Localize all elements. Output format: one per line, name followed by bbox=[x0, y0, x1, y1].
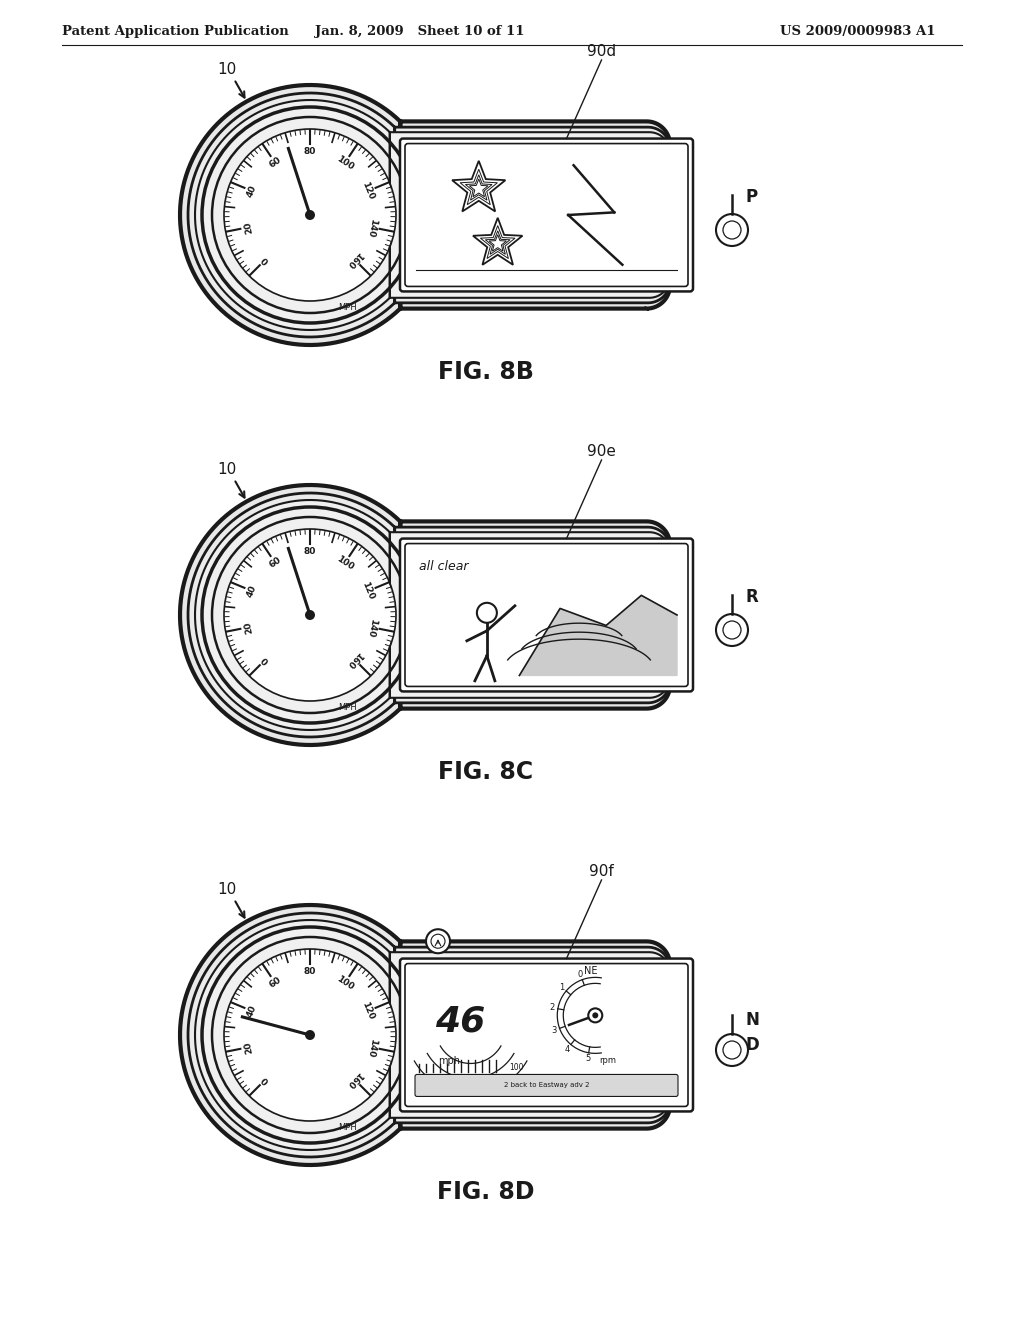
Text: Patent Application Publication: Patent Application Publication bbox=[62, 25, 289, 38]
Text: 60: 60 bbox=[267, 556, 283, 570]
Circle shape bbox=[716, 1034, 748, 1067]
Text: 0: 0 bbox=[578, 969, 583, 978]
Circle shape bbox=[305, 610, 315, 620]
Text: 20: 20 bbox=[243, 1040, 254, 1055]
Polygon shape bbox=[195, 920, 670, 1150]
Text: P: P bbox=[745, 187, 758, 206]
Text: 120: 120 bbox=[360, 581, 376, 601]
Circle shape bbox=[305, 210, 315, 220]
Text: 1: 1 bbox=[559, 982, 564, 991]
Text: 80: 80 bbox=[304, 968, 316, 977]
Circle shape bbox=[716, 214, 748, 246]
Text: 100: 100 bbox=[335, 153, 355, 172]
Text: 10: 10 bbox=[217, 62, 237, 77]
Text: US 2009/0009983 A1: US 2009/0009983 A1 bbox=[780, 25, 936, 38]
Text: 0: 0 bbox=[260, 255, 270, 265]
Text: 40: 40 bbox=[245, 583, 258, 598]
Text: 90d: 90d bbox=[587, 45, 616, 59]
Polygon shape bbox=[195, 500, 670, 730]
Text: 20: 20 bbox=[243, 220, 254, 234]
Polygon shape bbox=[188, 913, 670, 1158]
Text: D: D bbox=[745, 1036, 759, 1053]
Polygon shape bbox=[188, 92, 670, 337]
FancyBboxPatch shape bbox=[415, 1074, 678, 1097]
Text: 46: 46 bbox=[434, 1005, 485, 1039]
Circle shape bbox=[592, 1012, 598, 1018]
Polygon shape bbox=[180, 484, 670, 744]
Text: 10: 10 bbox=[217, 462, 237, 477]
Text: 100: 100 bbox=[509, 1063, 523, 1072]
Text: 140: 140 bbox=[366, 618, 378, 638]
Text: 20: 20 bbox=[243, 620, 254, 634]
Text: MPH: MPH bbox=[338, 704, 357, 713]
Text: FIG. 8C: FIG. 8C bbox=[438, 760, 534, 784]
Text: 160: 160 bbox=[345, 649, 365, 669]
Text: 120: 120 bbox=[360, 181, 376, 201]
Text: 90e: 90e bbox=[587, 445, 616, 459]
Polygon shape bbox=[180, 906, 670, 1166]
Text: N: N bbox=[745, 1011, 759, 1030]
Text: 0: 0 bbox=[260, 1074, 270, 1085]
Text: Jan. 8, 2009   Sheet 10 of 11: Jan. 8, 2009 Sheet 10 of 11 bbox=[315, 25, 524, 38]
Text: 80: 80 bbox=[304, 148, 316, 157]
Text: R: R bbox=[745, 587, 759, 606]
Text: MPH: MPH bbox=[338, 1123, 357, 1133]
Text: 2: 2 bbox=[549, 1003, 555, 1012]
Text: all clear: all clear bbox=[419, 560, 469, 573]
Polygon shape bbox=[519, 595, 677, 676]
Circle shape bbox=[426, 929, 450, 953]
Text: FIG. 8B: FIG. 8B bbox=[438, 360, 534, 384]
FancyBboxPatch shape bbox=[400, 139, 693, 292]
Circle shape bbox=[225, 950, 395, 1119]
Text: 100: 100 bbox=[335, 553, 355, 572]
Text: mph: mph bbox=[438, 1056, 460, 1067]
Text: 90f: 90f bbox=[589, 865, 613, 879]
Text: rpm: rpm bbox=[599, 1056, 615, 1065]
Polygon shape bbox=[188, 492, 670, 737]
Circle shape bbox=[225, 531, 395, 700]
Text: 120: 120 bbox=[360, 1001, 376, 1022]
Text: 40: 40 bbox=[245, 1003, 258, 1019]
Text: 100: 100 bbox=[335, 974, 355, 991]
Circle shape bbox=[305, 1030, 315, 1040]
Text: 140: 140 bbox=[366, 218, 378, 238]
Text: 80: 80 bbox=[304, 548, 316, 557]
Text: 2 back to Eastway adv 2: 2 back to Eastway adv 2 bbox=[504, 1082, 589, 1089]
Circle shape bbox=[588, 1008, 602, 1023]
Circle shape bbox=[716, 614, 748, 645]
Text: NE: NE bbox=[584, 966, 597, 977]
FancyBboxPatch shape bbox=[400, 539, 693, 692]
FancyBboxPatch shape bbox=[400, 958, 693, 1111]
Text: 160: 160 bbox=[345, 1069, 365, 1089]
Text: 160: 160 bbox=[345, 249, 365, 269]
Text: MPH: MPH bbox=[338, 304, 357, 313]
Text: 5: 5 bbox=[585, 1055, 590, 1063]
Circle shape bbox=[477, 603, 497, 623]
Text: 10: 10 bbox=[217, 882, 237, 896]
Polygon shape bbox=[195, 100, 670, 330]
Text: FIG. 8D: FIG. 8D bbox=[437, 1180, 535, 1204]
Text: 40: 40 bbox=[245, 183, 258, 198]
Polygon shape bbox=[180, 84, 670, 345]
Text: 60: 60 bbox=[267, 156, 283, 170]
Text: 0: 0 bbox=[260, 655, 270, 665]
Circle shape bbox=[225, 129, 395, 300]
Text: 3: 3 bbox=[551, 1026, 557, 1035]
Text: 4: 4 bbox=[564, 1044, 569, 1053]
Text: 140: 140 bbox=[366, 1038, 378, 1057]
Text: 60: 60 bbox=[267, 975, 283, 990]
